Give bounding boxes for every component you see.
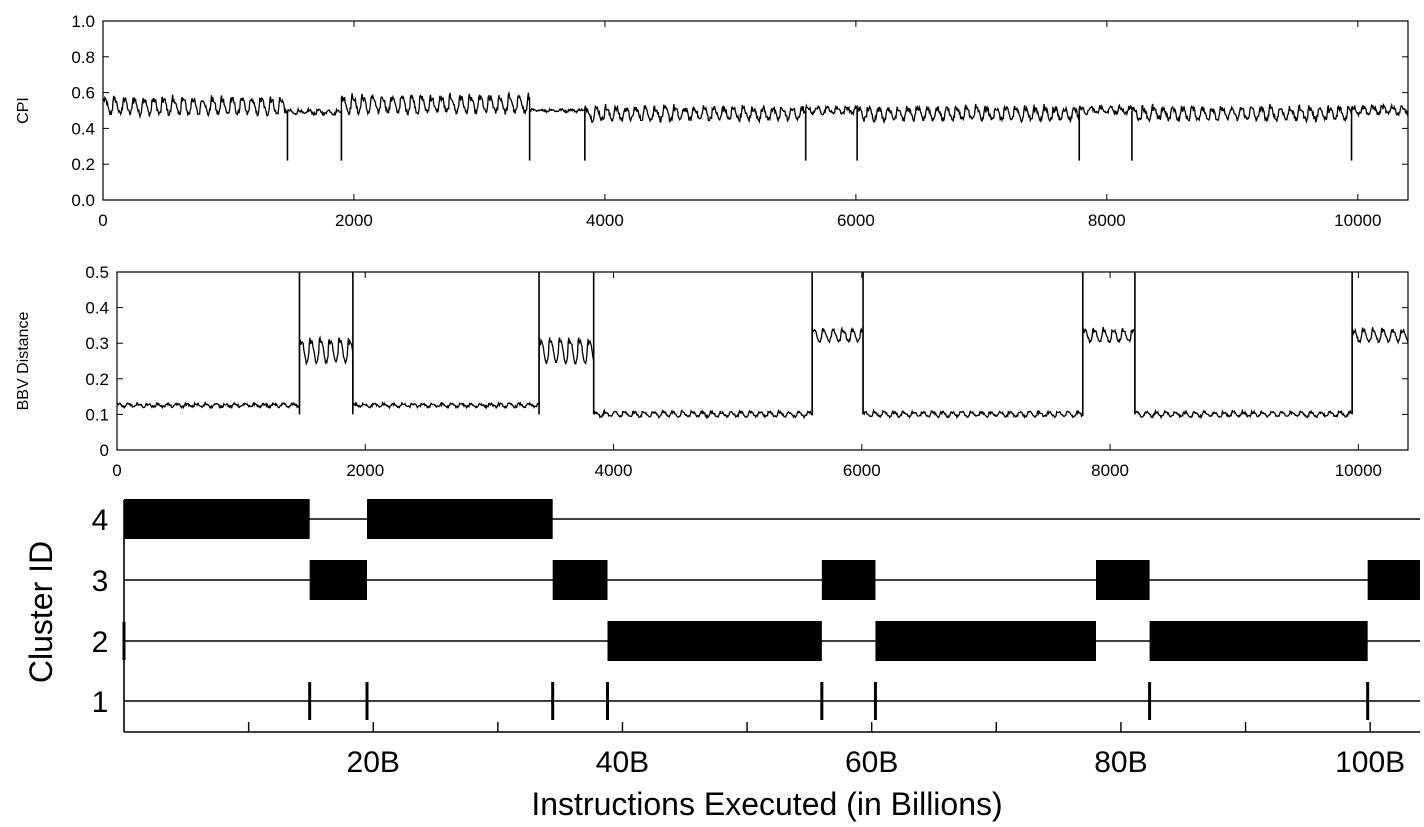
bbv-series-line — [116, 325, 1409, 420]
cpi-ytick-label: 0.0 — [71, 191, 95, 210]
bbv-plot-frame — [116, 271, 1409, 451]
cluster-xtick-label: 100B — [1335, 746, 1405, 779]
cpi-xtick-label: 4000 — [586, 211, 624, 230]
bbv-xtick-label: 10000 — [1335, 461, 1382, 480]
cpi-xtick-label: 8000 — [1088, 211, 1126, 230]
cluster-2-block — [1149, 621, 1368, 661]
cluster-4-block — [367, 499, 553, 539]
bbv-xtick-label: 6000 — [843, 461, 881, 480]
cpi-xtick-label: 2000 — [335, 211, 373, 230]
bbv-ytick-label: 0.1 — [85, 405, 109, 424]
bbv-ytick-label: 0.2 — [85, 370, 109, 389]
cpi-plot: 0.0 0.2 0.4 0.6 0.8 1.0 0 2000 4000 6000 8000 10000… — [15, 12, 1409, 230]
cluster-xtick-label: 40B — [596, 746, 649, 779]
cluster-row-label: 3 — [92, 565, 109, 598]
cpi-plot-frame — [102, 20, 1409, 201]
bbv-ytick-label: 0.4 — [85, 299, 109, 318]
cluster-3-block — [1096, 560, 1150, 600]
bbv-ytick-label: 0 — [100, 441, 109, 460]
cluster-id-plot: 1 2 3 4 20B 40B 60B 80B 100B Instructions Execute… — [23, 499, 1420, 822]
cpi-ytick-label: 0.8 — [71, 48, 95, 67]
cpi-xtick-label: 6000 — [837, 211, 875, 230]
bbv-xtick-label: 4000 — [595, 461, 633, 480]
bbv-distance-plot: 0 0.1 0.2 0.3 0.4 0.5 0 2000 4000 6000 8000 10000 BB… — [15, 263, 1409, 480]
bbv-ytick-label: 0.3 — [85, 334, 109, 353]
cpi-ytick-label: 0.6 — [71, 84, 95, 103]
cpi-ytick-label: 0.2 — [71, 155, 95, 174]
bbv-ylabel: BBV Distance — [15, 312, 32, 411]
cluster-3-block — [309, 560, 367, 600]
cluster-xlabel: Instructions Executed (in Billions) — [531, 786, 1002, 822]
cluster-row-label: 4 — [92, 504, 109, 537]
cluster-3-block — [821, 560, 876, 600]
cpi-xtick-label: 10000 — [1334, 211, 1381, 230]
cluster-xtick-label: 60B — [845, 746, 898, 779]
cluster-row-label: 1 — [92, 686, 109, 719]
bbv-xtick-label: 2000 — [346, 461, 384, 480]
cluster-2-block — [607, 621, 822, 661]
cpi-xtick-label: 0 — [98, 211, 107, 230]
cluster-xtick-label: 80B — [1094, 746, 1147, 779]
cpi-ytick-label: 0.4 — [71, 119, 95, 138]
cluster-3-block — [552, 560, 608, 600]
cluster-ylabel: Cluster ID — [23, 541, 59, 683]
cpi-ylabel: CPI — [15, 97, 32, 124]
cluster-xtick-label: 20B — [347, 746, 400, 779]
cluster-row-label: 2 — [92, 626, 109, 659]
cluster-4-block — [124, 499, 310, 539]
cluster-3-block — [1367, 560, 1420, 600]
cluster-2-block — [875, 621, 1096, 661]
bbv-ytick-label: 0.5 — [85, 263, 109, 282]
bbv-xtick-label: 0 — [112, 461, 121, 480]
bbv-xtick-label: 8000 — [1091, 461, 1129, 480]
cpi-ytick-label: 1.0 — [71, 12, 95, 31]
cpi-series-line — [102, 90, 1409, 124]
